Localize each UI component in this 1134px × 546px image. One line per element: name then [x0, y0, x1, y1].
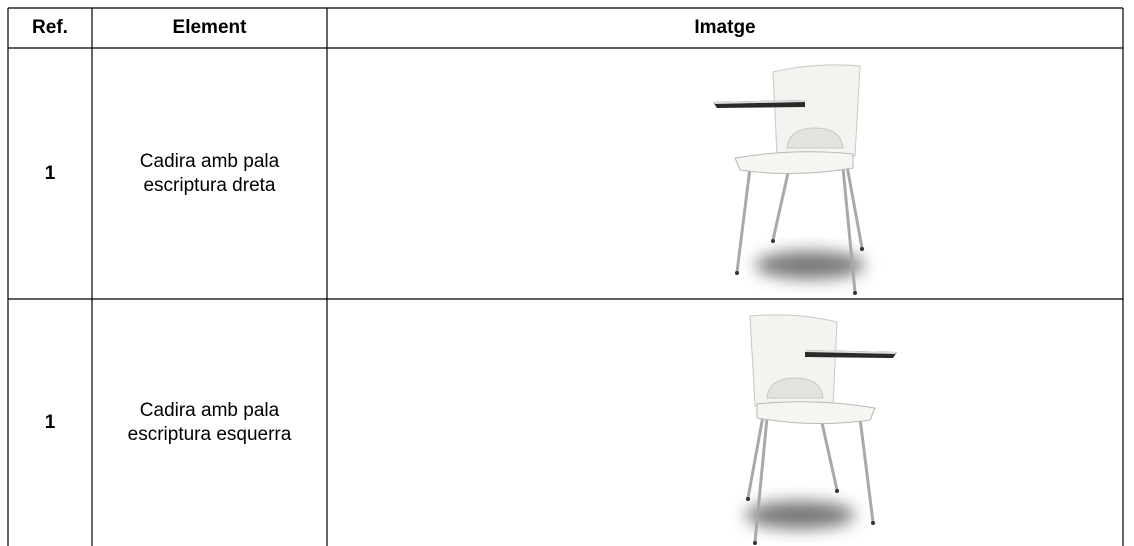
header-cell: Ref.: [32, 17, 68, 38]
header-cell: Imatge: [694, 17, 756, 38]
chair-image-right: [713, 65, 865, 295]
element-cell: Cadira amb pala escriptura esquerra: [127, 399, 292, 445]
header-cell: Element: [172, 17, 247, 38]
grid-lines: [7, 7, 1124, 546]
ref-cell: 1: [44, 411, 56, 433]
ref-cell: 1: [44, 162, 56, 184]
chair-image-left: [745, 315, 897, 545]
element-cell: Cadira amb pala escriptura dreta: [139, 150, 280, 196]
